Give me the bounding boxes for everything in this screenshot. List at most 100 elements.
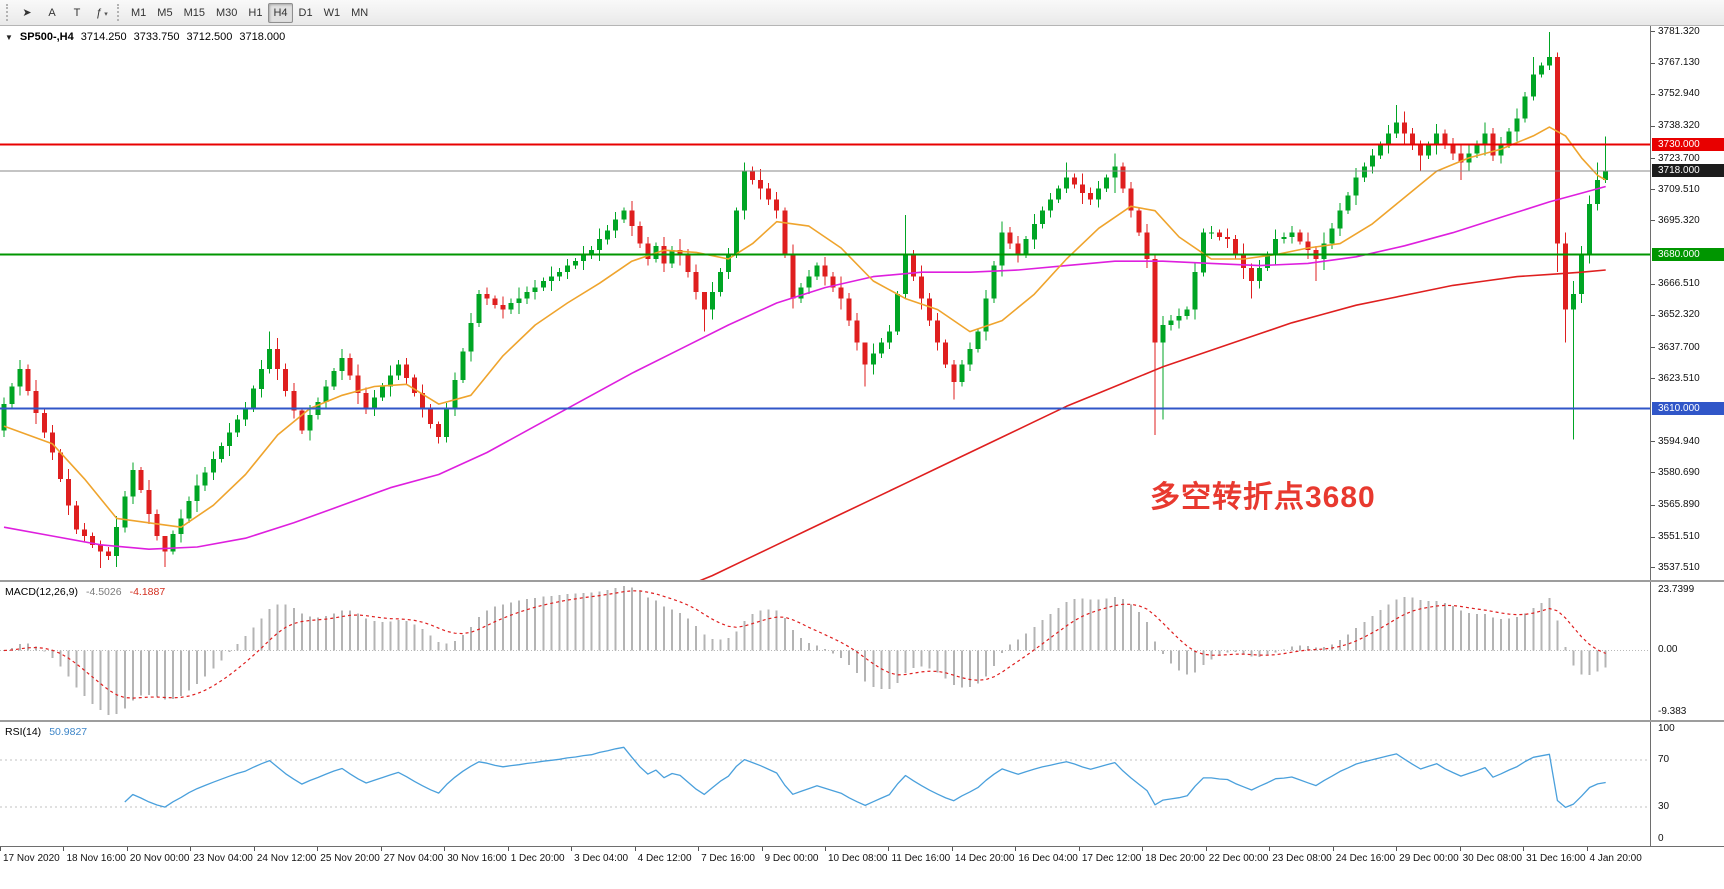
price-axis-tick	[1651, 31, 1655, 33]
time-axis-label: 30 Nov 16:00	[447, 853, 507, 864]
timeframe-m5-button[interactable]: M5	[152, 3, 177, 23]
macd-chart[interactable]	[0, 582, 1650, 720]
time-axis-tick	[951, 847, 953, 851]
time-axis-tick	[888, 847, 890, 851]
price-axis-tick	[1651, 314, 1655, 316]
macd-axis-zero: 0.00	[1658, 644, 1678, 656]
time-axis-tick	[1205, 847, 1207, 851]
time-axis-tick	[126, 847, 128, 851]
rsi-axis-label: 30	[1658, 800, 1670, 812]
timeframe-m15-button[interactable]: M15	[179, 3, 210, 23]
price-axis-label: 3752.940	[1658, 88, 1700, 100]
time-axis-tick	[1523, 847, 1525, 851]
ohlc-open: 3714.250	[80, 31, 127, 43]
toolbar-grip[interactable]	[6, 4, 10, 21]
time-axis-label: 23 Dec 08:00	[1272, 853, 1332, 864]
price-axis[interactable]: 3781.320 3767.130 3752.940 3738.320 3723.700…	[1650, 26, 1724, 580]
timeframe-d1-button[interactable]: D1	[294, 3, 318, 23]
time-axis-label: 24 Dec 16:00	[1335, 853, 1396, 864]
timeframe-mn-button[interactable]: MN	[346, 3, 373, 23]
time-axis-label: 10 Dec 08:00	[828, 853, 888, 864]
timeframe-m30-button[interactable]: M30	[211, 3, 242, 23]
pointer-tool-button[interactable]: ➤	[15, 3, 39, 23]
time-axis-tick	[1396, 847, 1398, 851]
ohlc-high: 3733.750	[133, 31, 180, 43]
time-axis-tick	[825, 847, 826, 851]
timeframe-w1-button[interactable]: W1	[319, 3, 346, 23]
time-axis-tick	[317, 847, 319, 851]
timeframe-m1-button[interactable]: M1	[126, 3, 151, 23]
price-axis-label: 3565.890	[1658, 499, 1700, 511]
macd-value-main: -4.5026	[85, 586, 122, 598]
price-axis-tick	[1651, 567, 1655, 569]
timeframe-toolbar-grip[interactable]	[117, 4, 121, 21]
macd-label: MACD(12,26,9) -4.5026 -4.1887	[5, 586, 165, 598]
price-axis-label: 3637.700	[1658, 341, 1700, 353]
time-axis-tick	[1015, 847, 1017, 851]
panel-splitter-macd[interactable]	[0, 580, 1724, 582]
price-chart[interactable]	[0, 26, 1650, 580]
time-axis-label: 3 Dec 04:00	[574, 853, 629, 864]
time-axis-tick	[634, 847, 636, 851]
price-axis-tick	[1651, 347, 1655, 349]
time-axis-label: 18 Nov 16:00	[66, 853, 126, 864]
time-axis-tick	[571, 847, 573, 851]
time-axis-tick	[1078, 847, 1080, 851]
ohlc-close: 3718.000	[239, 31, 286, 43]
timeframe-toolbar: M1 M5 M15 M30 H1 H4 D1 W1 MN	[126, 2, 373, 23]
timeframe-h1-button[interactable]: H1	[243, 3, 267, 23]
price-axis-label: 3695.320	[1658, 214, 1700, 226]
price-axis-tick	[1651, 283, 1655, 285]
time-axis-tick	[253, 847, 255, 851]
rsi-chart[interactable]	[0, 722, 1650, 846]
chart-annotation[interactable]: 多空转折点3680	[1150, 481, 1376, 514]
time-axis-label: 14 Dec 20:00	[954, 853, 1015, 864]
text-tool-tool-button[interactable]: T	[65, 3, 89, 23]
panel-splitter-rsi[interactable]	[0, 720, 1724, 722]
chevron-down-icon[interactable]: ▼	[5, 32, 13, 42]
time-axis-label: 16 Dec 04:00	[1018, 853, 1078, 864]
price-axis-tick	[1651, 125, 1655, 127]
macd-panel: 23.7399 0.00 -9.383 MACD(12,26,9) -4.5026 …	[0, 582, 1724, 720]
price-axis-label: 3781.320	[1658, 25, 1700, 37]
price-panel: 3781.320 3767.130 3752.940 3738.320 3723.700…	[0, 26, 1724, 580]
indicators-tool-button[interactable]: ƒ ▾	[90, 3, 114, 23]
price-axis-label: 3723.700	[1658, 152, 1700, 164]
timeframe-h4-button[interactable]: H4	[268, 2, 293, 23]
time-axis-tick	[0, 847, 1, 851]
time-axis-label: 25 Nov 20:00	[320, 853, 380, 864]
macd-axis[interactable]: 23.7399 0.00 -9.383	[1650, 582, 1724, 720]
hline-price-tag: 3680.000	[1652, 247, 1724, 261]
ohlc-low: 3712.500	[186, 31, 233, 43]
time-axis-label: 9 Dec 00:00	[764, 853, 819, 864]
text-label-tool-button[interactable]: A	[40, 3, 64, 23]
price-axis-tick	[1651, 472, 1655, 474]
time-axis-label: 17 Dec 12:00	[1081, 853, 1142, 864]
time-axis-tick	[1269, 847, 1271, 851]
time-axis-tick	[761, 847, 763, 851]
price-axis-label: 3666.510	[1658, 278, 1700, 290]
time-axis-label: 24 Nov 12:00	[256, 853, 317, 864]
time-axis-tick	[1459, 847, 1461, 851]
current-price-tag: 3718.000	[1652, 164, 1724, 178]
rsi-axis-label: 100	[1658, 723, 1675, 734]
time-axis[interactable]: 17 Nov 2020 18 Nov 16:00 20 Nov 00:00 23 No…	[0, 846, 1724, 889]
price-axis-tick	[1651, 93, 1655, 95]
ohlc-readout: ▼ SP500-,H4 3714.250 3733.750 3712.500 3…	[5, 31, 285, 43]
chevron-down-icon: ▾	[104, 10, 108, 18]
macd-axis-bottom: -9.383	[1658, 706, 1687, 717]
time-axis-label: 31 Dec 16:00	[1526, 853, 1586, 864]
time-axis-tick	[698, 847, 700, 851]
time-axis-tick	[507, 847, 509, 851]
price-axis-label: 3767.130	[1658, 57, 1700, 69]
rsi-label: RSI(14) 50.9827	[5, 726, 87, 738]
time-axis-label: 27 Nov 04:00	[383, 853, 444, 864]
macd-value-signal: -4.1887	[129, 586, 166, 598]
price-axis-tick	[1651, 62, 1655, 64]
price-axis-label: 3623.510	[1658, 372, 1700, 384]
rsi-axis[interactable]: 100 70 30 0	[1650, 722, 1724, 846]
price-axis-label: 3709.510	[1658, 183, 1700, 195]
